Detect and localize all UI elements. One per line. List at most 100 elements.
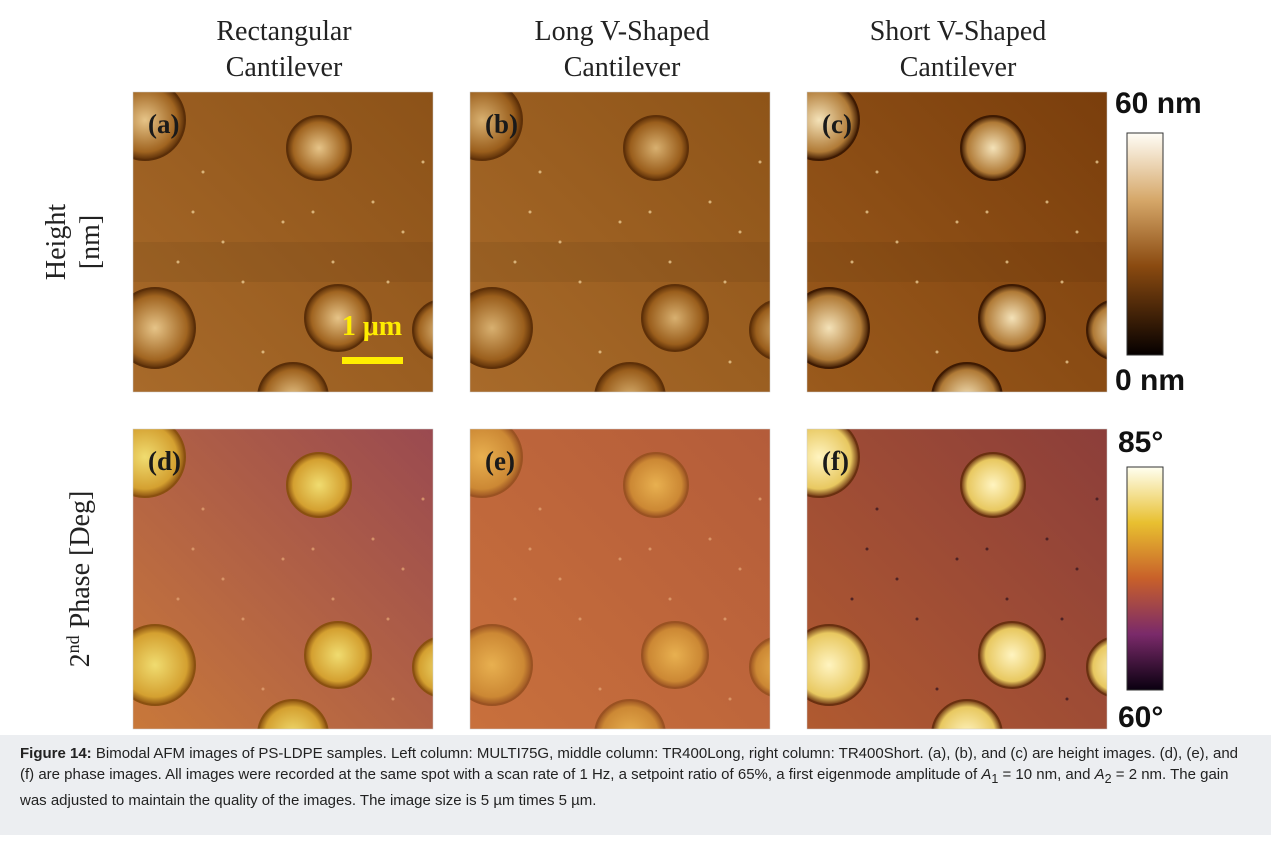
- surface-dot: [372, 201, 375, 204]
- sphere: [961, 116, 1025, 180]
- surface-dot: [649, 211, 652, 214]
- sphere: [287, 116, 351, 180]
- surface-dot: [282, 558, 285, 561]
- surface-dot: [916, 281, 919, 284]
- column-header: Short V-Shaped: [870, 16, 1047, 47]
- surface-dot: [1096, 498, 1099, 501]
- surface-dot: [916, 618, 919, 621]
- page: Rectangular Cantilever Long V-Shaped Can…: [0, 0, 1271, 850]
- surface-dot: [759, 498, 762, 501]
- surface-dot: [222, 241, 225, 244]
- sphere: [595, 363, 665, 433]
- colorbar-min: 0 nm: [1115, 364, 1185, 397]
- surface-dot: [876, 171, 879, 174]
- surface-dot: [599, 688, 602, 691]
- sphere: [789, 625, 869, 705]
- surface-dot: [956, 558, 959, 561]
- sphere: [979, 285, 1045, 351]
- surface-dot: [192, 211, 195, 214]
- surface-dot: [709, 201, 712, 204]
- surface-dot: [559, 578, 562, 581]
- surface-dot: [177, 261, 180, 264]
- surface-dot: [619, 558, 622, 561]
- sphere: [452, 625, 532, 705]
- colorbars: 60 nm 0 nm 85° 60°: [1115, 87, 1202, 734]
- sphere: [750, 300, 810, 360]
- surface-dot: [739, 568, 742, 571]
- surface-dot: [724, 618, 727, 621]
- sphere: [413, 300, 473, 360]
- surface-dot: [242, 618, 245, 621]
- surface-dot: [986, 211, 989, 214]
- colorbar-max: 60 nm: [1115, 87, 1202, 120]
- surface-dot: [262, 351, 265, 354]
- colorbar: [1127, 467, 1163, 690]
- surface-dot: [729, 361, 732, 364]
- surface-dot: [529, 548, 532, 551]
- surface-dot: [739, 231, 742, 234]
- surface-dot: [559, 241, 562, 244]
- scale-bar-line: [342, 357, 403, 364]
- row-label-line: [nm]: [75, 215, 106, 269]
- surface-dot: [896, 578, 899, 581]
- sphere: [115, 288, 195, 368]
- panel-label: (f): [822, 446, 849, 476]
- surface-dot: [242, 281, 245, 284]
- column-headers: Rectangular Cantilever Long V-Shaped Can…: [216, 16, 1046, 83]
- surface-dot: [579, 618, 582, 621]
- surface-dot: [851, 261, 854, 264]
- surface-dot: [422, 161, 425, 164]
- surface-dot: [1076, 231, 1079, 234]
- surface-dot: [392, 698, 395, 701]
- surface-dot: [539, 171, 542, 174]
- row-label-line: Height: [41, 204, 72, 280]
- row-label: 2nd Phase [Deg]: [63, 491, 96, 668]
- surface-dot: [866, 548, 869, 551]
- surface-dot: [372, 538, 375, 541]
- surface-dot: [1061, 618, 1064, 621]
- surface-dot: [1096, 161, 1099, 164]
- caption-italic: A: [981, 766, 991, 783]
- surface-dot: [896, 241, 899, 244]
- sphere: [642, 285, 708, 351]
- surface-dot: [579, 281, 582, 284]
- surface-dot: [202, 508, 205, 511]
- column-header: Cantilever: [226, 52, 343, 83]
- sphere: [305, 622, 371, 688]
- sphere: [624, 453, 688, 517]
- caption-sub: 2: [1105, 772, 1112, 786]
- surface-dot: [387, 281, 390, 284]
- column-header: Cantilever: [900, 52, 1017, 83]
- surface-dot: [1046, 201, 1049, 204]
- surface-dot: [222, 578, 225, 581]
- surface-dot: [729, 698, 732, 701]
- surface-dot: [876, 508, 879, 511]
- figure: Rectangular Cantilever Long V-Shaped Can…: [0, 0, 1271, 735]
- sphere: [789, 288, 869, 368]
- surface-dot: [1061, 281, 1064, 284]
- sphere: [452, 288, 532, 368]
- sphere: [258, 363, 328, 433]
- surface-dot: [1066, 698, 1069, 701]
- surface-dot: [514, 261, 517, 264]
- surface-dot: [1066, 361, 1069, 364]
- sphere: [961, 453, 1025, 517]
- surface-dot: [387, 618, 390, 621]
- colorbar-min: 60°: [1118, 701, 1163, 734]
- surface-dot: [312, 211, 315, 214]
- sphere: [413, 637, 473, 697]
- surface-dot: [956, 221, 959, 224]
- surface-dot: [332, 261, 335, 264]
- surface-dot: [422, 498, 425, 501]
- surface-dot: [866, 211, 869, 214]
- scale-bar-label: 1 μm: [342, 311, 402, 342]
- surface-dot: [514, 598, 517, 601]
- row-label-part: 2: [65, 653, 96, 667]
- surface-dot: [851, 598, 854, 601]
- surface-dot: [529, 211, 532, 214]
- surface-dot: [192, 548, 195, 551]
- row-label-sup: nd: [63, 635, 83, 653]
- surface-dot: [332, 598, 335, 601]
- surface-dot: [649, 548, 652, 551]
- panel-label: (b): [485, 109, 518, 139]
